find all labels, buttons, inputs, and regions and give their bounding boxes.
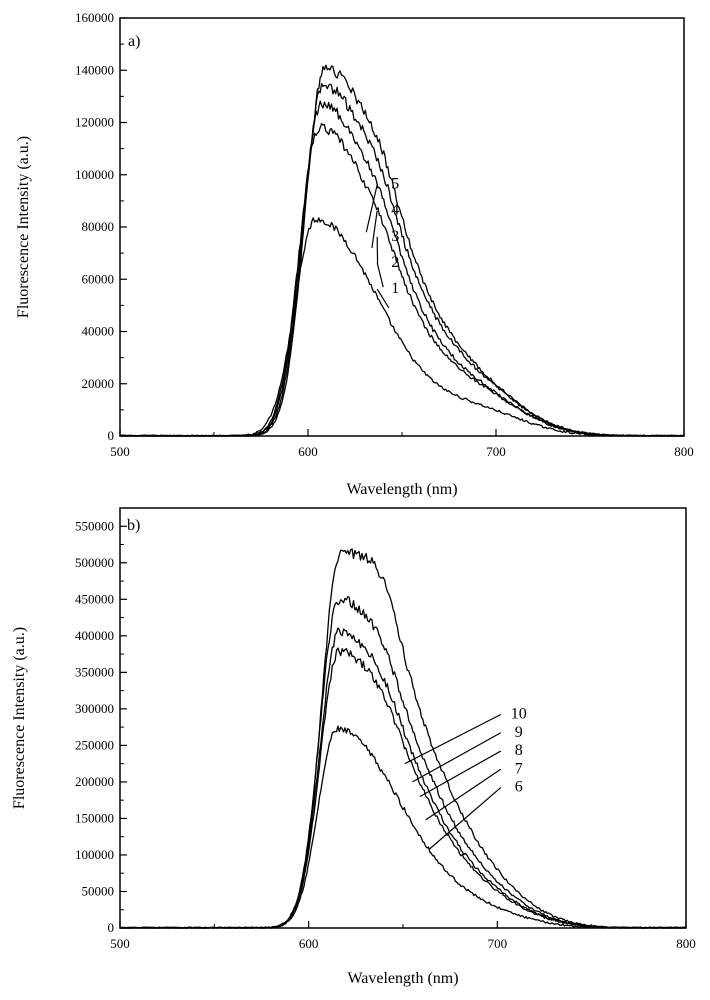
y-tick-label: 150000 xyxy=(75,810,114,825)
y-tick-label: 550000 xyxy=(75,518,114,533)
series-group xyxy=(119,548,687,929)
y-tick-label: 160000 xyxy=(75,10,114,25)
y-axis-title: Fluorescence Intensity (a.u.) xyxy=(11,627,28,809)
panel-label: b) xyxy=(127,517,140,534)
curve-label: 7 xyxy=(515,760,523,777)
y-tick-label: 140000 xyxy=(75,62,114,77)
annotation-leader xyxy=(371,210,378,248)
y-tick-label: 120000 xyxy=(75,115,114,130)
chart-panel-a: a) Wavelength (nm) Fluorescence Intensit… xyxy=(15,10,694,498)
series-line-6 xyxy=(119,725,687,929)
annotation-leader xyxy=(429,787,502,850)
annotation-leader xyxy=(376,262,384,288)
annotation-group: 5 4 3 2 1 xyxy=(365,176,399,309)
axis-ticks: 500 600 700 800 0 20000 40000 60000 80000 100000 1… xyxy=(75,10,694,459)
y-tick-label: 40000 xyxy=(82,324,115,339)
curve-label: 5 xyxy=(391,176,399,193)
series-line-4 xyxy=(119,82,685,437)
y-tick-label: 50000 xyxy=(82,883,115,898)
series-line-5 xyxy=(119,64,685,437)
curve-label: 2 xyxy=(391,254,399,271)
y-tick-label: 350000 xyxy=(75,664,114,679)
y-tick-label: 450000 xyxy=(75,591,114,606)
x-tick-label: 700 xyxy=(486,444,506,459)
curve-label: 8 xyxy=(515,742,523,759)
curve-label: 3 xyxy=(391,228,399,245)
x-axis-title: Wavelength (nm) xyxy=(346,481,457,498)
chart-panel-b: b) Wavelength (nm) Fluorescence Intensit… xyxy=(11,507,696,987)
series-group xyxy=(119,64,685,437)
y-tick-label: 20000 xyxy=(82,376,115,391)
y-tick-label: 100000 xyxy=(75,847,114,862)
x-tick-label: 500 xyxy=(110,444,130,459)
series-line-2 xyxy=(119,123,685,437)
x-tick-label: 600 xyxy=(299,936,319,951)
y-axis-title: Fluorescence Intensity (a.u.) xyxy=(15,136,32,318)
x-tick-label: 800 xyxy=(676,936,696,951)
annotation-leader xyxy=(365,184,378,233)
y-tick-label: 100000 xyxy=(75,167,114,182)
y-tick-label: 200000 xyxy=(75,774,114,789)
x-tick-label: 500 xyxy=(110,936,130,951)
y-tick-label: 250000 xyxy=(75,737,114,752)
annotation-leader xyxy=(419,750,502,798)
x-tick-label: 700 xyxy=(488,936,508,951)
series-line-7 xyxy=(119,647,686,929)
panel-label: a) xyxy=(128,33,140,50)
series-line-3 xyxy=(120,100,684,437)
curve-label: 4 xyxy=(391,202,399,219)
series-line-8 xyxy=(119,627,687,929)
axis-ticks: 500 600 700 800 0 50000 100000 150000 200000 2500… xyxy=(75,518,696,951)
y-tick-label: 300000 xyxy=(75,701,114,716)
x-axis-title: Wavelength (nm) xyxy=(347,970,458,987)
x-tick-label: 600 xyxy=(298,444,318,459)
plot-frame xyxy=(119,17,685,437)
plot-frame xyxy=(119,507,687,929)
y-tick-label: 0 xyxy=(108,428,115,443)
annotation-leader xyxy=(425,768,502,821)
y-tick-label: 0 xyxy=(108,920,115,935)
y-tick-label: 500000 xyxy=(75,555,114,570)
annotation-leader xyxy=(412,732,502,783)
y-tick-label: 400000 xyxy=(75,628,114,643)
series-line-10 xyxy=(119,548,687,929)
series-line-1 xyxy=(119,217,685,437)
annotation-leader xyxy=(376,288,390,309)
curve-label: 1 xyxy=(391,280,399,297)
curve-label: 6 xyxy=(515,779,523,796)
curve-label: 10 xyxy=(511,706,527,723)
x-tick-label: 800 xyxy=(674,444,694,459)
curve-label: 9 xyxy=(515,724,523,741)
y-tick-label: 60000 xyxy=(82,271,115,286)
annotation-leader xyxy=(404,713,502,765)
y-tick-label: 80000 xyxy=(82,219,115,234)
